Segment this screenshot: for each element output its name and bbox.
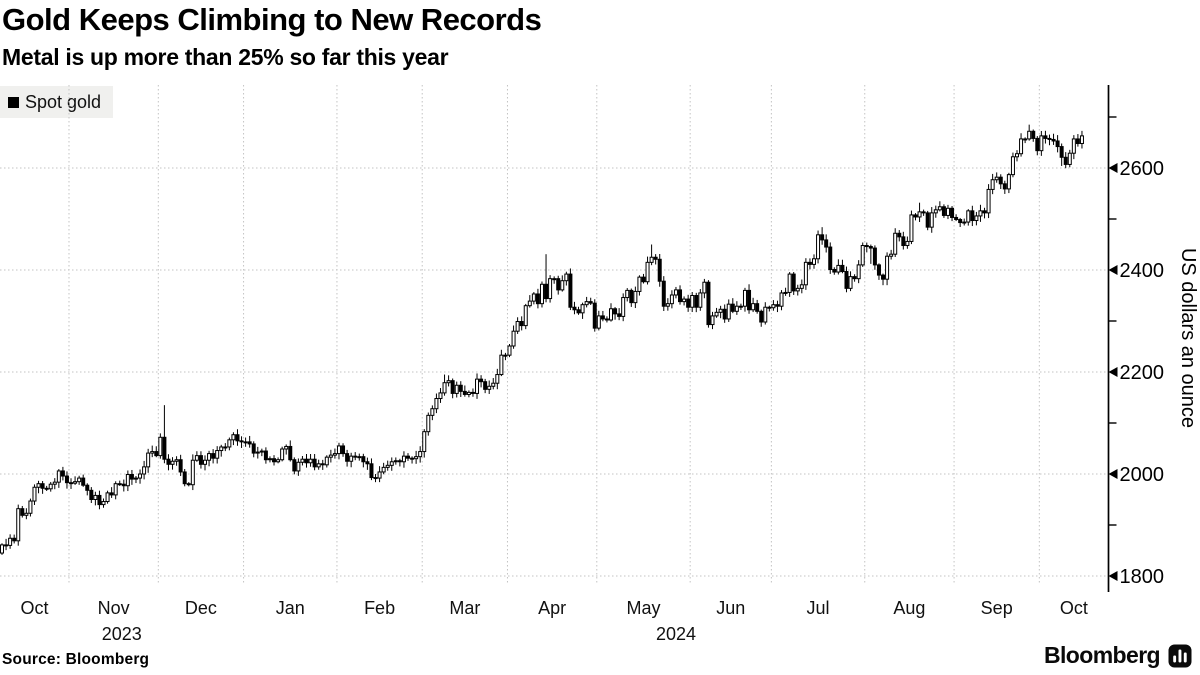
svg-text:Apr: Apr	[538, 598, 566, 618]
chart-subtitle: Metal is up more than 25% so far this ye…	[2, 44, 449, 70]
legend-label: Spot gold	[25, 91, 102, 112]
svg-text:2200: 2200	[1120, 362, 1165, 384]
svg-text:Dec: Dec	[185, 598, 217, 618]
svg-text:2000: 2000	[1120, 464, 1165, 486]
svg-text:Feb: Feb	[364, 598, 395, 618]
svg-text:US dollars an ounce: US dollars an ounce	[1177, 248, 1199, 428]
legend-swatch-icon	[8, 96, 19, 108]
svg-text:Mar: Mar	[449, 598, 480, 618]
svg-text:Jan: Jan	[276, 598, 305, 618]
svg-text:2600: 2600	[1120, 158, 1165, 180]
svg-text:Oct: Oct	[1060, 598, 1088, 618]
svg-text:Nov: Nov	[98, 598, 130, 618]
svg-text:2400: 2400	[1120, 260, 1165, 282]
bloomberg-chart-icon	[1168, 644, 1192, 667]
svg-text:May: May	[626, 598, 660, 618]
chart-title: Gold Keeps Climbing to New Records	[2, 2, 542, 37]
svg-text:1800: 1800	[1120, 566, 1165, 588]
svg-text:2023: 2023	[102, 624, 142, 644]
svg-text:Jun: Jun	[716, 598, 745, 618]
legend: Spot gold	[0, 86, 114, 118]
bloomberg-logo: Bloomberg	[1044, 642, 1192, 669]
bloomberg-wordmark: Bloomberg	[1044, 642, 1161, 668]
svg-text:Oct: Oct	[20, 598, 48, 618]
source-label: Source: Bloomberg	[2, 651, 150, 668]
svg-text:Jul: Jul	[807, 598, 830, 618]
svg-text:Aug: Aug	[893, 598, 925, 618]
svg-text:2024: 2024	[656, 624, 696, 644]
svg-text:Sep: Sep	[981, 598, 1013, 618]
